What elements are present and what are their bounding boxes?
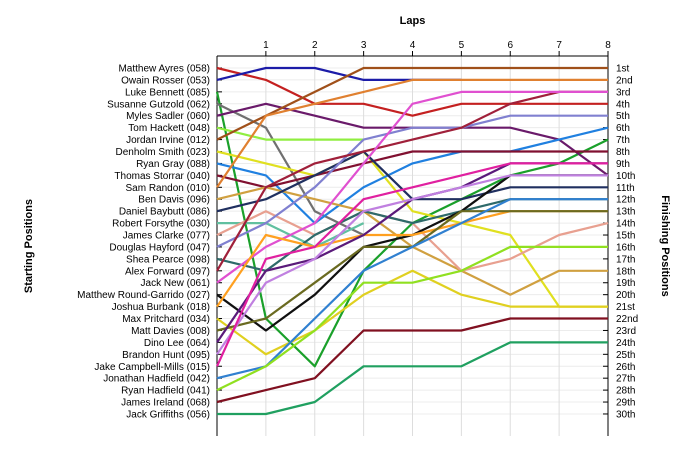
lap-tick-label: 2 bbox=[312, 40, 318, 51]
driver-label: Luke Bennett (085) bbox=[125, 87, 210, 98]
finishing-position-label: 18th bbox=[616, 266, 635, 277]
series-line bbox=[216, 198, 608, 380]
series-line bbox=[216, 66, 608, 141]
driver-label: Shea Pearce (098) bbox=[126, 254, 210, 265]
driver-label: Ryan Gray (088) bbox=[136, 159, 210, 170]
driver-label: Ryan Hadfield (041) bbox=[121, 386, 210, 397]
finishing-position-label: 9th bbox=[616, 159, 630, 170]
series-line bbox=[217, 341, 608, 416]
series-line bbox=[216, 66, 608, 117]
series-line bbox=[216, 114, 608, 248]
x-axis-title: Laps bbox=[400, 15, 426, 27]
driver-label: Jake Campbell-Mills (015) bbox=[94, 362, 210, 373]
finishing-position-label: 8th bbox=[616, 147, 630, 158]
driver-label: Jack New (061) bbox=[141, 278, 210, 289]
driver-label: Jack Griffiths (056) bbox=[126, 409, 210, 420]
finishing-position-label: 1st bbox=[616, 64, 630, 75]
finishing-position-label: 26th bbox=[616, 362, 635, 373]
lap-tick-label: 8 bbox=[605, 40, 611, 51]
finishing-position-label: 15th bbox=[616, 231, 635, 242]
finishing-position-label: 7th bbox=[616, 135, 630, 146]
right-axis-title: Finishing Positions bbox=[659, 195, 671, 296]
lap-tick-label: 3 bbox=[361, 40, 367, 51]
finishing-position-label: 5th bbox=[616, 111, 630, 122]
finishing-position-label: 17th bbox=[616, 254, 635, 265]
finishing-position-label: 19th bbox=[616, 278, 635, 289]
lap-tick-label: 7 bbox=[556, 40, 562, 51]
finishing-position-label: 6th bbox=[616, 123, 630, 134]
finishing-position-label: 21st bbox=[616, 302, 635, 313]
lap-tick-labels: 1 2 3 4 5 6 7 8 bbox=[263, 40, 611, 51]
finishing-position-label: 10th bbox=[616, 171, 635, 182]
driver-label: Brandon Hunt (095) bbox=[122, 350, 210, 361]
driver-label: Joshua Burbank (018) bbox=[112, 302, 210, 313]
finishing-position-label: 13th bbox=[616, 207, 635, 218]
driver-label: Daniel Baybutt (086) bbox=[119, 207, 210, 218]
series-lines bbox=[215, 66, 609, 416]
finishing-position-label: 11th bbox=[616, 183, 635, 194]
series-line bbox=[216, 66, 462, 82]
driver-label: James Ireland (068) bbox=[121, 398, 210, 409]
driver-label: Jordan Irvine (012) bbox=[126, 135, 210, 146]
series-line bbox=[216, 78, 608, 188]
finishing-position-label: 3rd bbox=[616, 87, 630, 98]
finishing-position-labels: 1st2nd3rd4th5th6th7th8th9th10th11th12th1… bbox=[616, 64, 638, 421]
lap-tick-label: 5 bbox=[459, 40, 465, 51]
finishing-position-label: 29th bbox=[616, 398, 635, 409]
finishing-position-label: 23rd bbox=[616, 326, 636, 337]
finishing-position-label: 28th bbox=[616, 386, 635, 397]
series-line bbox=[216, 174, 608, 355]
left-axis-title: Starting Positions bbox=[23, 199, 35, 293]
series-line bbox=[216, 317, 608, 404]
finishing-position-label: 4th bbox=[616, 99, 630, 110]
series-line bbox=[216, 126, 364, 141]
lap-tick-label: 6 bbox=[507, 40, 513, 51]
series-line bbox=[215, 162, 608, 367]
driver-label: Dino Lee (064) bbox=[144, 338, 210, 349]
finishing-position-label: 2nd bbox=[616, 75, 633, 86]
driver-label: Myles Sadler (060) bbox=[126, 111, 210, 122]
finishing-position-label: 30th bbox=[616, 409, 635, 420]
driver-label: Matt Davies (008) bbox=[131, 326, 210, 337]
finishing-position-label: 25th bbox=[616, 350, 635, 361]
finishing-position-label: 16th bbox=[616, 242, 635, 253]
driver-label: Susanne Gutzold (062) bbox=[107, 99, 210, 110]
driver-label: Owain Rosser (053) bbox=[121, 75, 210, 86]
driver-label: Robert Forsythe (030) bbox=[112, 219, 210, 230]
series-line bbox=[216, 269, 608, 356]
driver-label: Matthew Ayres (058) bbox=[118, 64, 210, 75]
driver-label: Jonathan Hadfield (042) bbox=[103, 374, 210, 385]
driver-label: Tom Hackett (048) bbox=[128, 123, 210, 134]
driver-label: Matthew Round-Garrido (027) bbox=[77, 290, 210, 301]
finishing-position-label: 12th bbox=[616, 195, 635, 206]
driver-label: Thomas Storrar (040) bbox=[114, 171, 210, 182]
lap-tick-label: 1 bbox=[263, 40, 269, 51]
finishing-position-label: 24th bbox=[616, 338, 635, 349]
series-line bbox=[216, 150, 608, 189]
series-line bbox=[216, 150, 608, 308]
series-line bbox=[216, 90, 608, 272]
driver-label: Denholm Smith (023) bbox=[116, 147, 210, 158]
driver-label: Max Pritchard (034) bbox=[122, 314, 210, 325]
driver-label: Alex Forward (097) bbox=[125, 266, 210, 277]
driver-label: Ben Davis (096) bbox=[138, 195, 210, 206]
lap-tick-label: 4 bbox=[410, 40, 416, 51]
finishing-position-label: 14th bbox=[616, 219, 635, 230]
starting-position-labels: Matthew Ayres (058)Owain Rosser (053)Luk… bbox=[77, 64, 210, 421]
driver-label: Douglas Hayford (047) bbox=[109, 242, 210, 253]
finishing-position-label: 20th bbox=[616, 290, 635, 301]
series-line bbox=[216, 245, 608, 392]
driver-label: James Clarke (077) bbox=[123, 231, 210, 242]
finishing-position-label: 22nd bbox=[616, 314, 638, 325]
driver-label: Sam Randon (010) bbox=[126, 183, 211, 194]
finishing-position-label: 27th bbox=[616, 374, 635, 385]
